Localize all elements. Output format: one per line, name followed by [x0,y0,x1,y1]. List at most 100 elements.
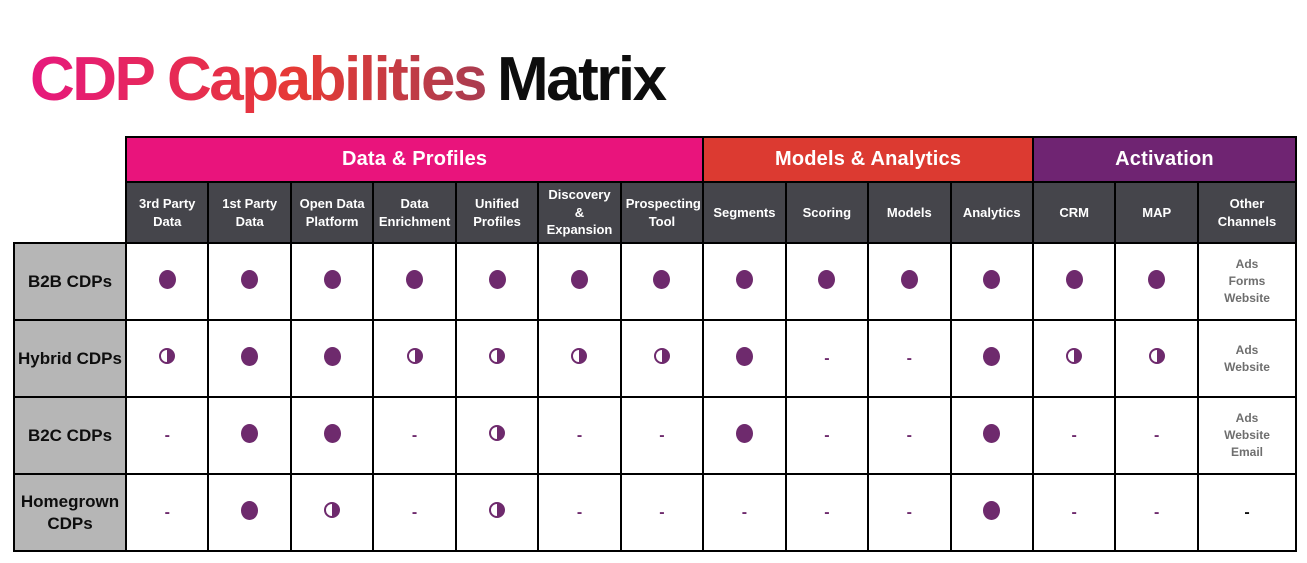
matrix-cell [207,473,292,552]
matrix-cell [454,319,540,398]
half-circle-icon [1066,348,1083,364]
channel-list-text: Ads Website [1224,342,1270,374]
matrix-cell: - [784,396,870,475]
matrix-cell: - [1031,396,1117,475]
matrix-cell: - [867,473,952,552]
matrix-cell: Ads Website [1197,319,1297,398]
dash-mark: - [1154,426,1160,444]
matrix-cell: - [784,319,870,398]
row-label-homegrown-cdps: Homegrown CDPs [13,473,127,552]
group-header-data-profiles: Data & Profiles [124,136,705,183]
matrix-cell: - [1114,473,1199,552]
matrix-cell [702,242,787,321]
full-circle-icon [983,346,1001,366]
full-circle-icon [241,423,259,443]
page-title-plain-text: Matrix [497,44,667,114]
page-title-gradient-text: CDP Capabilities [30,44,488,114]
matrix-cell: - [867,396,952,475]
dash-mark: - [1154,503,1160,521]
column-header-1st-party-data: 1st Party Data [207,181,292,244]
full-circle-icon [570,269,588,289]
half-circle-icon [489,425,506,441]
row-label-b2c-cdps: B2C CDPs [13,396,127,475]
full-circle-icon [241,500,259,520]
matrix-cell [1114,242,1199,321]
matrix-cell [207,242,292,321]
matrix-cell [372,319,457,398]
half-circle-icon [489,502,506,518]
column-header-analytics: Analytics [949,181,1034,244]
half-circle-icon [571,348,588,364]
column-header-other-channels: Other Channels [1197,181,1297,244]
full-circle-icon [735,269,753,289]
group-header-models-analytics: Models & Analytics [702,136,1034,183]
full-circle-icon [241,346,259,366]
matrix-cell [372,242,457,321]
matrix-cell [207,396,292,475]
dash-mark: - [741,503,748,521]
matrix-cell: Ads Forms Website [1197,242,1297,321]
column-header-unified-profiles: Unified Profiles [454,181,540,244]
table-row-hybrid-cdps: Hybrid CDPs - - Ads Website [13,319,1297,398]
column-header-data-enrichment: Data Enrichment [372,181,457,244]
capabilities-matrix-table: Data & Profiles Models & Analytics Activat… [13,136,1298,552]
matrix-cell [124,319,210,398]
full-circle-icon [241,269,259,289]
column-header-3rd-party-data: 3rd Party Data [124,181,210,244]
full-circle-icon [323,423,341,443]
column-header-prospecting-tool: Prospecting Tool [619,181,705,244]
column-header-discovery-expansion: Discovery & Expansion [537,181,622,244]
column-header-segments: Segments [702,181,787,244]
matrix-cell: - [619,396,705,475]
full-circle-icon [1148,269,1166,289]
matrix-cell: - [1114,396,1199,475]
matrix-cell [124,242,210,321]
full-circle-icon [323,269,341,289]
matrix-cell [454,396,540,475]
matrix-cell: - [537,396,622,475]
dash-mark: - [411,503,418,521]
matrix-cell [289,242,375,321]
matrix-cell [702,319,787,398]
half-circle-icon [324,502,341,518]
corner-empty-cell [14,137,126,243]
matrix-cell [784,242,870,321]
full-circle-icon [323,346,341,366]
matrix-cell [289,473,375,552]
full-circle-icon [1065,269,1083,289]
matrix-cell: - [619,473,705,552]
table-row-b2b-cdps: B2B CDPs Ads Forms Website [13,242,1297,321]
column-header-scoring: Scoring [784,181,870,244]
matrix-cell [537,319,622,398]
matrix-cell [537,242,622,321]
dash-mark: - [906,503,912,521]
dash-mark: - [659,426,665,444]
matrix-cell [1031,242,1117,321]
row-label-hybrid-cdps: Hybrid CDPs [13,319,127,398]
matrix-cell: Ads Website Email [1197,396,1297,475]
matrix-cell: - [124,396,210,475]
full-circle-icon [983,269,1001,289]
channel-list-text: Ads Website Email [1224,411,1270,459]
matrix-cell [949,473,1034,552]
half-circle-icon [653,348,670,364]
full-circle-icon [158,269,176,289]
column-header-crm: CRM [1031,181,1117,244]
dash-mark: - [576,503,583,521]
matrix-cell: - [784,473,870,552]
matrix-cell [1114,319,1199,398]
column-header-map: MAP [1114,181,1199,244]
full-circle-icon [406,269,424,289]
dash-mark: - [1071,426,1077,444]
column-header-open-data-platform: Open Data Platform [289,181,375,244]
dash-mark: - [164,426,170,444]
matrix-cell [289,396,375,475]
full-circle-icon [488,269,506,289]
dash-mark: - [164,503,170,521]
full-circle-icon [983,423,1001,443]
matrix-cell [949,242,1034,321]
dash-mark: - [906,349,912,367]
matrix-cell [949,319,1034,398]
matrix-cell: - [1197,473,1297,552]
matrix-cell [619,319,705,398]
